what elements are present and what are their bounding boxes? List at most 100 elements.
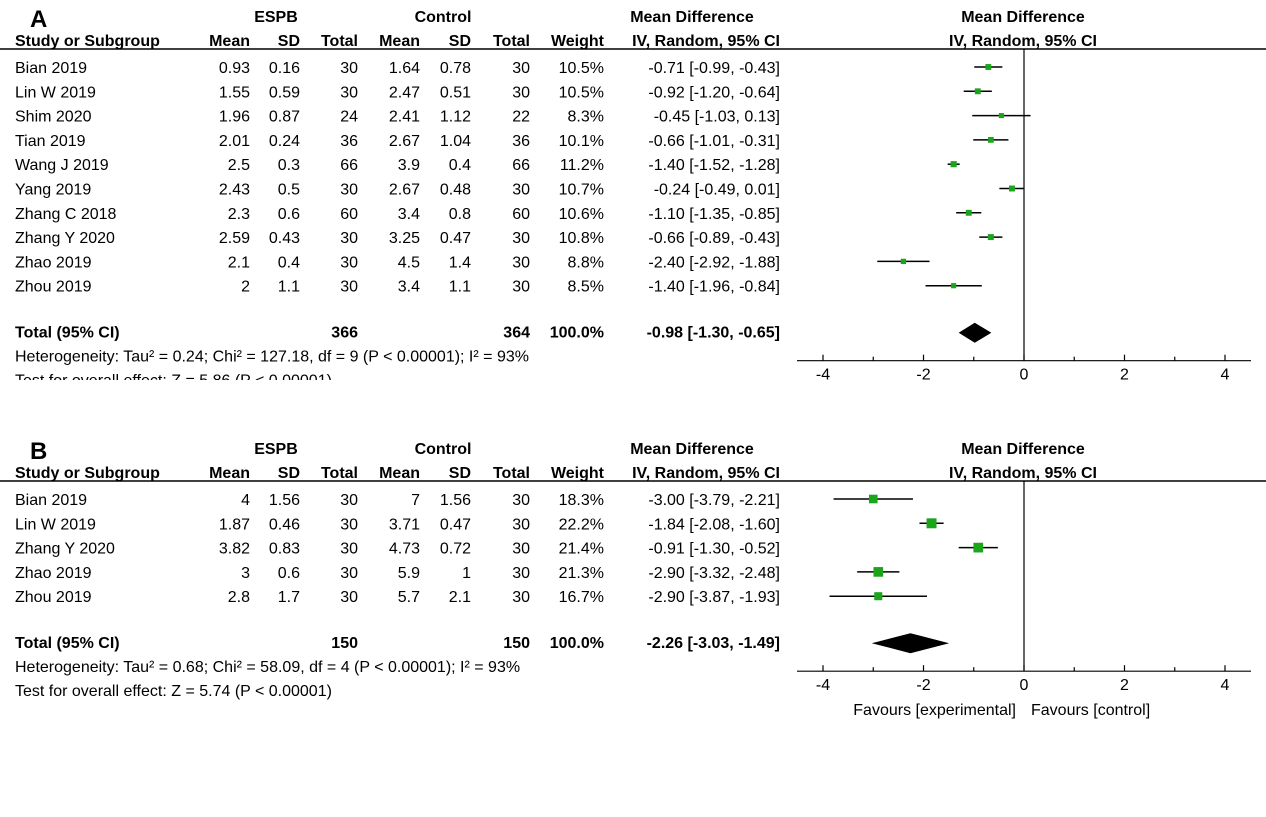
ci-column-header: IV, Random, 95% CI — [632, 465, 780, 482]
study-weight: 21.4% — [559, 541, 604, 558]
study-ci: -0.92 [-1.20, -0.64] — [648, 84, 780, 101]
point-estimate-marker — [985, 64, 992, 70]
x-tick-label: 0 — [1020, 677, 1029, 694]
total-label: Total (95% CI) — [15, 325, 120, 342]
experimental-sd: 0.43 — [269, 230, 300, 247]
overall-effect-text: Test for overall effect: Z = 5.74 (P < 0… — [15, 683, 332, 700]
study-ci: -0.24 [-0.49, 0.01] — [654, 182, 780, 199]
control-total: 30 — [512, 84, 530, 101]
experimental-sd: 0.4 — [278, 254, 300, 271]
control-mean: 7 — [411, 492, 420, 509]
experimental-total: 30 — [340, 230, 358, 247]
experimental-total-header: Total — [321, 33, 358, 50]
point-estimate-marker — [987, 137, 994, 143]
ci-plot-header: IV, Random, 95% CI — [949, 465, 1097, 482]
forest-plot-panel-a: A ESPB Control Mean Difference Mean Differen… — [0, 0, 1266, 409]
experimental-total-sum: 366 — [331, 325, 358, 342]
study-weight: 10.8% — [559, 230, 604, 247]
control-sd: 0.8 — [449, 206, 471, 223]
point-estimate-marker — [873, 567, 884, 577]
experimental-mean: 2.8 — [228, 589, 250, 606]
control-total: 30 — [512, 565, 530, 582]
control-group-header: Control — [415, 441, 472, 458]
study-name: Tian 2019 — [15, 133, 86, 150]
control-mean: 3.4 — [398, 279, 420, 296]
point-estimate-marker — [900, 258, 907, 265]
point-estimate-marker — [874, 592, 883, 601]
study-ci: -1.40 [-1.52, -1.28] — [648, 157, 780, 174]
study-name: Wang J 2019 — [15, 157, 109, 174]
control-mean: 2.47 — [389, 84, 420, 101]
heterogeneity-text: Heterogeneity: Tau² = 0.24; Chi² = 127.1… — [15, 349, 529, 366]
study-column-header: Study or Subgroup — [15, 465, 160, 482]
experimental-total: 60 — [340, 206, 358, 223]
x-tick-label: 2 — [1120, 677, 1129, 694]
control-total-header: Total — [493, 33, 530, 50]
control-total-sum: 150 — [503, 635, 530, 652]
control-sd: 1.4 — [449, 254, 471, 271]
experimental-total: 30 — [340, 182, 358, 199]
study-ci: -3.00 [-3.79, -2.21] — [648, 492, 780, 509]
experimental-total-header: Total — [321, 465, 358, 482]
control-sd-header: SD — [449, 33, 471, 50]
experimental-mean: 0.93 — [219, 60, 250, 77]
control-mean: 2.67 — [389, 133, 420, 150]
experimental-sd: 0.6 — [278, 565, 300, 582]
study-name: Zhang C 2018 — [15, 206, 117, 223]
point-estimate-marker — [987, 234, 994, 241]
experimental-total: 30 — [340, 60, 358, 77]
experimental-sd: 0.5 — [278, 182, 300, 199]
control-total: 30 — [512, 230, 530, 247]
study-weight: 11.2% — [560, 157, 604, 174]
x-tick-label: -2 — [916, 677, 930, 694]
experimental-sd: 0.3 — [278, 157, 300, 174]
control-sd: 1.1 — [449, 279, 471, 296]
study-name: Shim 2020 — [15, 109, 92, 126]
experimental-mean: 2.3 — [228, 206, 250, 223]
x-tick-label: 4 — [1221, 367, 1230, 380]
control-sd: 0.72 — [440, 541, 471, 558]
study-name: Bian 2019 — [15, 492, 87, 509]
study-weight: 10.5% — [559, 60, 604, 77]
control-mean: 1.64 — [389, 60, 420, 77]
control-sd: 2.1 — [449, 589, 471, 606]
experimental-total: 66 — [340, 157, 358, 174]
study-ci: -0.45 [-1.03, 0.13] — [654, 109, 780, 126]
forest-plot-b: B ESPB Control Mean Difference Mean Differen… — [0, 438, 1266, 719]
study-weight: 16.7% — [559, 589, 604, 606]
x-tick-label: 0 — [1020, 367, 1029, 380]
study-weight: 8.3% — [568, 109, 604, 126]
experimental-total: 24 — [340, 109, 358, 126]
experimental-mean: 3.82 — [219, 541, 250, 558]
ci-column-header: IV, Random, 95% CI — [632, 33, 780, 50]
point-estimate-marker — [1008, 185, 1015, 192]
control-total: 30 — [512, 182, 530, 199]
study-column-header: Study or Subgroup — [15, 33, 160, 50]
panel-label: B — [30, 438, 47, 465]
mean-difference-column-header: Mean Difference — [630, 9, 754, 26]
experimental-sd: 1.1 — [278, 279, 300, 296]
experimental-total: 30 — [340, 254, 358, 271]
point-estimate-marker — [998, 113, 1004, 119]
experimental-sd: 0.6 — [278, 206, 300, 223]
heterogeneity-text: Heterogeneity: Tau² = 0.68; Chi² = 58.09… — [15, 659, 520, 676]
experimental-mean: 4 — [241, 492, 250, 509]
study-weight: 18.3% — [559, 492, 604, 509]
control-mean: 2.41 — [389, 109, 420, 126]
study-ci: -0.66 [-1.01, -0.31] — [648, 133, 780, 150]
control-total-header: Total — [493, 465, 530, 482]
study-weight: 10.1% — [559, 133, 604, 150]
study-weight: 21.3% — [559, 565, 604, 582]
study-name: Lin W 2019 — [15, 516, 96, 533]
control-total-sum: 364 — [503, 325, 530, 342]
control-total: 30 — [512, 492, 530, 509]
study-name: Zhao 2019 — [15, 254, 92, 271]
experimental-total: 30 — [340, 84, 358, 101]
study-weight: 10.5% — [559, 84, 604, 101]
study-name: Zhao 2019 — [15, 565, 92, 582]
study-weight: 10.7% — [559, 182, 604, 199]
study-ci: -0.91 [-1.30, -0.52] — [648, 541, 780, 558]
x-tick-label: -4 — [816, 367, 830, 380]
forest-plot-panel-b: B ESPB Control Mean Difference Mean Differen… — [0, 432, 1266, 812]
experimental-sd: 0.87 — [269, 109, 300, 126]
